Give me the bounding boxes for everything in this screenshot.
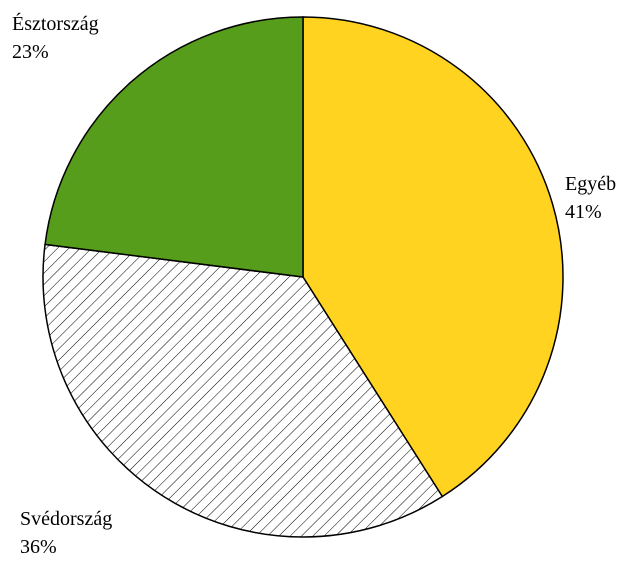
pie-slice bbox=[44, 16, 304, 278]
slice-label: Észtország bbox=[12, 12, 99, 35]
slice-value-label: 41% bbox=[565, 201, 602, 223]
slice-value-label: 23% bbox=[12, 41, 49, 63]
pie-slice bbox=[302, 16, 564, 498]
slice-label: Svédország bbox=[20, 508, 112, 530]
slice-value-label: 36% bbox=[20, 536, 57, 558]
pie-slice bbox=[42, 243, 444, 538]
slice-label: Egyéb bbox=[565, 173, 616, 195]
